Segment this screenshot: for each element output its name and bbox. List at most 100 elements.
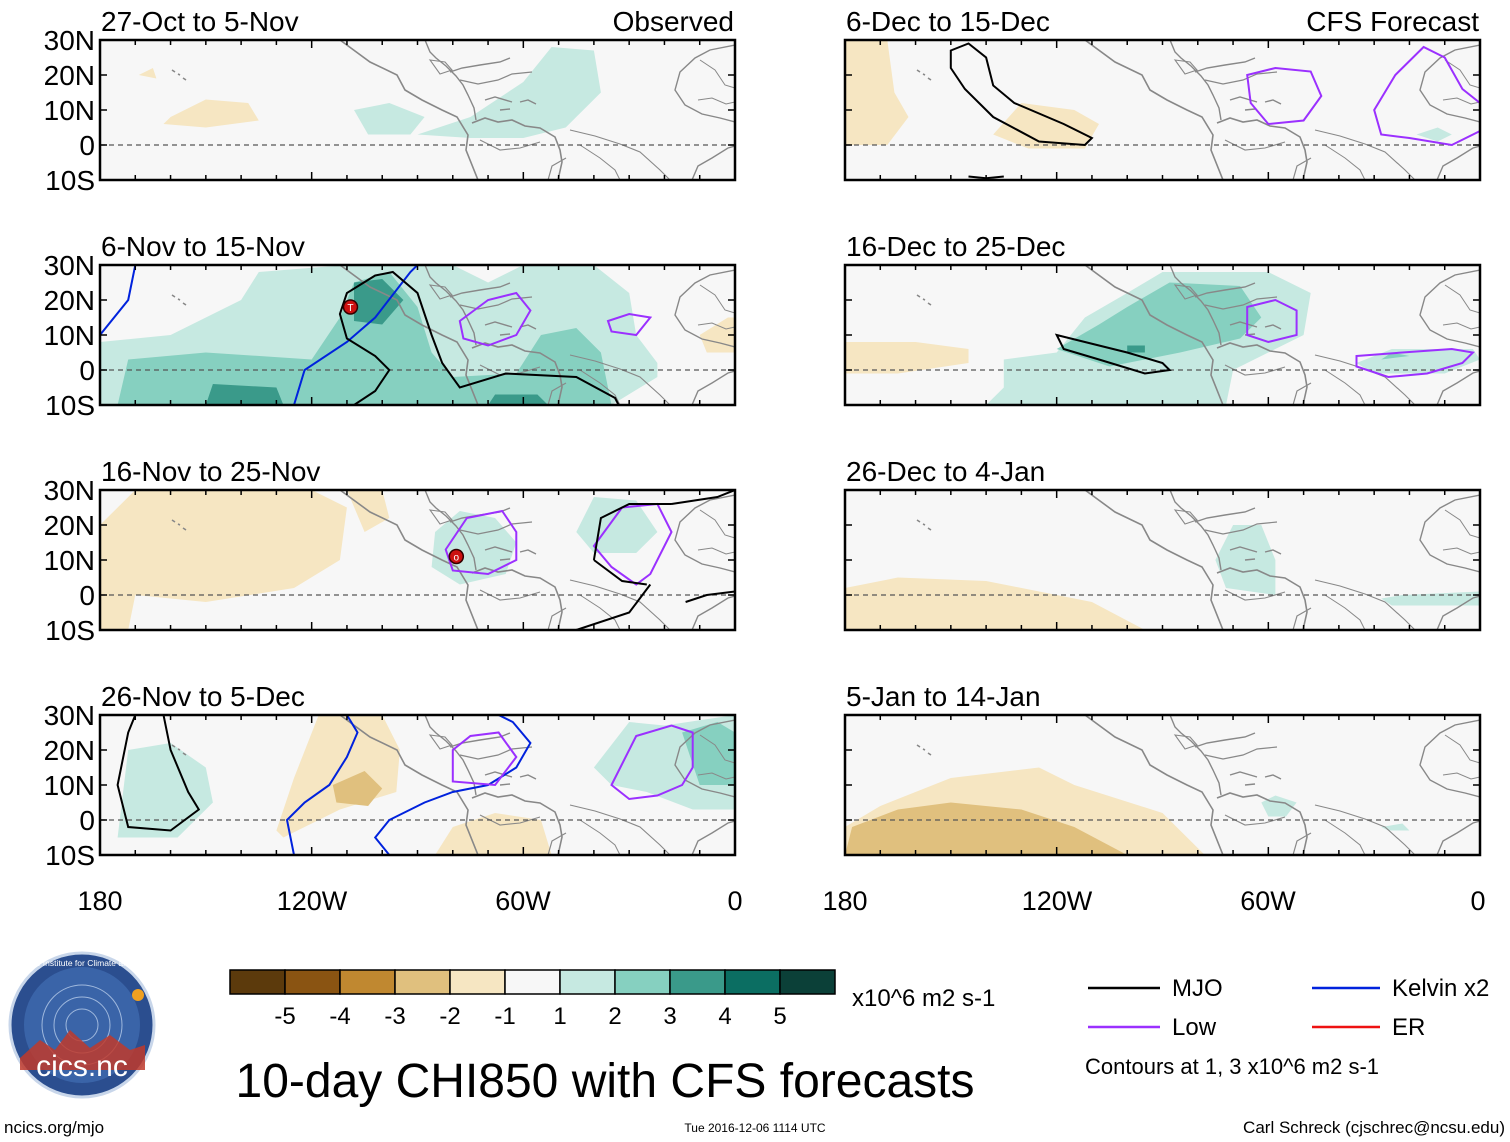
low-contour xyxy=(610,724,694,801)
legend-label-kelvin: Kelvin x2 xyxy=(1392,975,1489,1002)
lon-label: 120W xyxy=(1022,886,1093,916)
lat-label: 10S xyxy=(45,615,95,646)
panel-plot-area xyxy=(843,488,1482,632)
colorbar-swatch xyxy=(724,969,781,995)
colorbar-swatch xyxy=(559,969,616,995)
shading-region xyxy=(845,342,969,374)
lat-label: 20N xyxy=(44,735,95,766)
panel-background xyxy=(845,40,1480,180)
legend-note: Contours at 1, 3 x10^6 m2 s-1 xyxy=(1085,1054,1379,1079)
lon-label: 120W xyxy=(277,886,348,916)
longitude-labels-left: 180 120W 60W 0 xyxy=(77,886,742,916)
coastlines xyxy=(916,265,1480,405)
colorbar-tick-label: -2 xyxy=(439,1003,460,1030)
colorbar-swatch xyxy=(229,969,286,995)
panel-plot-area xyxy=(843,263,1482,407)
kelvin-contour xyxy=(100,265,137,336)
panel-title: 27-Oct to 5-Nov xyxy=(101,6,299,37)
lon-label: 0 xyxy=(1470,886,1485,916)
lat-label: 10N xyxy=(44,545,95,576)
low-contour xyxy=(1246,66,1323,126)
mjo-contour xyxy=(685,590,735,603)
colorbar-swatch xyxy=(504,969,561,995)
shading-region xyxy=(488,394,548,405)
logo-arc-text: Cooperative Institute for Climate and Sa… xyxy=(0,958,169,968)
shading-region xyxy=(354,279,404,325)
lat-label: 30N xyxy=(44,700,95,731)
panel-title: 5-Jan to 14-Jan xyxy=(846,681,1041,712)
colorbar-swatch xyxy=(779,969,836,995)
colorbar-tick-label: 2 xyxy=(608,1003,621,1030)
colorbar-swatch xyxy=(394,969,451,995)
legend-label-mjo: MJO xyxy=(1172,975,1223,1002)
low-contour xyxy=(1355,347,1475,379)
colorbar-swatch xyxy=(449,969,506,995)
panel-title: 26-Nov to 5-Dec xyxy=(101,681,305,712)
colorbar-swatch xyxy=(614,969,671,995)
kelvin-contour xyxy=(293,265,419,405)
shading-region xyxy=(682,722,735,785)
lat-label: 0 xyxy=(79,130,95,161)
coastlines xyxy=(171,490,735,630)
shading-region xyxy=(993,103,1099,149)
lat-label: 10N xyxy=(44,320,95,351)
shading-region xyxy=(205,384,284,405)
lat-label: 30N xyxy=(44,25,95,56)
map-panel-p1: 27-Oct to 5-Nov Observed 30N 20N 10N 0 10S xyxy=(44,6,737,196)
lat-label: 0 xyxy=(79,580,95,611)
colorbar-tick-label: 3 xyxy=(663,1003,676,1030)
shading-region xyxy=(1381,352,1410,360)
shading-region xyxy=(276,715,400,838)
shading-region xyxy=(1381,823,1410,831)
map-panel-p3: 16-Nov to 25-Nov o 30N 20N 10N 0 10S xyxy=(44,456,737,646)
map-panel-p8: 5-Jan to 14-Jan xyxy=(843,681,1482,857)
shading-region xyxy=(435,813,552,855)
map-panel-p7: 26-Dec to 4-Jan xyxy=(843,456,1482,632)
panel-tag: CFS Forecast xyxy=(1306,6,1479,37)
lat-label: 30N xyxy=(44,250,95,281)
colorbar-tick-label: 4 xyxy=(718,1003,731,1030)
panel-plot-area xyxy=(98,713,737,857)
colorbar-units: x10^6 m2 s-1 xyxy=(852,985,995,1012)
colorbar-tick-label: 5 xyxy=(773,1003,786,1030)
lat-label: 0 xyxy=(79,355,95,386)
shading-region xyxy=(699,317,735,353)
shading-region xyxy=(117,272,612,405)
lat-label: 10N xyxy=(44,770,95,801)
lat-label: 20N xyxy=(44,60,95,91)
mjo-contour xyxy=(593,559,647,586)
panel-tag: Observed xyxy=(613,6,734,37)
map-panel-p5: 6-Dec to 15-Dec CFS Forecast xyxy=(843,6,1482,182)
lat-label: 0 xyxy=(79,805,95,836)
lat-label: 20N xyxy=(44,285,95,316)
legend-label-low: Low xyxy=(1172,1014,1217,1041)
shading-region xyxy=(332,771,383,806)
lon-label: 180 xyxy=(77,886,122,916)
shading-region xyxy=(1056,282,1262,367)
lat-label: 10S xyxy=(45,840,95,871)
low-contour xyxy=(444,509,518,576)
low-contour xyxy=(1373,45,1480,147)
storm-symbol: o xyxy=(448,548,465,565)
low-contour xyxy=(458,291,532,347)
mjo-contour xyxy=(671,490,735,505)
shading-region xyxy=(354,103,425,135)
mjo-contour xyxy=(592,503,672,561)
longitude-labels-right: 180 120W 60W 0 xyxy=(822,886,1485,916)
shading-region xyxy=(845,577,1145,630)
colorbar-tick-label: -4 xyxy=(329,1003,350,1030)
shading-region xyxy=(117,743,213,838)
footer-author: Carl Schreck (cjschrec@ncsu.edu) xyxy=(1243,1118,1505,1137)
footer-timestamp: Tue 2016-12-06 1114 UTC xyxy=(684,1121,826,1135)
mjo-contour xyxy=(116,715,201,832)
shading-region xyxy=(845,40,909,145)
shading-region xyxy=(417,47,601,138)
kelvin-contour xyxy=(285,715,359,855)
panel-plot-area xyxy=(843,713,1482,857)
storm-symbol-label: T xyxy=(347,303,353,314)
colorbar-swatch xyxy=(669,969,726,995)
panel-title: 6-Dec to 15-Dec xyxy=(846,6,1050,37)
low-contour xyxy=(606,312,653,337)
low-contour xyxy=(451,731,518,787)
